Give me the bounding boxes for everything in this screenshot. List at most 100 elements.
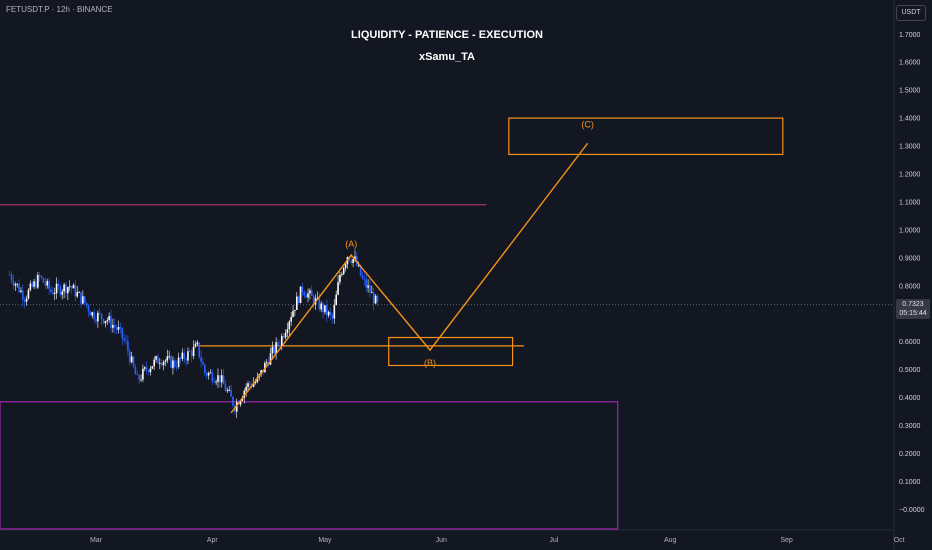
candle-body <box>202 361 204 365</box>
y-tick-label: 1.4000 <box>899 116 921 123</box>
candle-body <box>162 361 165 366</box>
wave-path[interactable] <box>230 142 589 414</box>
candle-body <box>292 310 294 318</box>
candle-body <box>277 342 279 346</box>
candle-body <box>329 311 332 315</box>
candle-body <box>333 305 336 319</box>
currency-button[interactable]: USDT <box>896 5 926 21</box>
zone-demand[interactable] <box>0 401 619 530</box>
candle-body <box>59 286 62 295</box>
candle-body <box>97 312 99 322</box>
x-tick-label: Mar <box>90 537 103 544</box>
candle-body <box>190 351 193 356</box>
y-tick-label: 0.2000 <box>899 451 921 458</box>
candle-body <box>211 372 214 382</box>
candle-body <box>115 327 118 330</box>
candle-body <box>157 356 159 364</box>
y-tick-label: 1.7000 <box>899 32 921 39</box>
candle-body <box>175 366 178 368</box>
candle-body <box>40 276 43 278</box>
y-tick-label: 0.9000 <box>899 255 921 262</box>
candle-body <box>196 342 199 345</box>
candle-body <box>354 256 356 260</box>
candle-body <box>213 381 216 383</box>
candle-body <box>82 296 84 304</box>
candle-body <box>273 347 276 354</box>
candle-body <box>33 281 35 287</box>
candle-body <box>359 265 362 276</box>
x-tick-label: Sep <box>780 537 793 544</box>
candle-body <box>187 351 189 361</box>
candle-body <box>153 359 155 367</box>
candle-body <box>295 296 298 310</box>
candle-body <box>91 312 94 316</box>
candle-body <box>177 357 180 367</box>
candle-body <box>130 356 133 363</box>
candle-body <box>369 285 371 293</box>
candle-body <box>181 352 184 359</box>
y-tick-label: 1.1000 <box>899 199 921 206</box>
candle-body <box>142 368 144 380</box>
candle-body <box>57 283 60 287</box>
candle-body <box>286 329 289 333</box>
candle-body <box>200 356 202 362</box>
candle-body <box>179 357 182 359</box>
zone-b-entry[interactable] <box>388 336 514 367</box>
candle-body <box>145 367 148 371</box>
candle-body <box>108 316 110 321</box>
candle-body <box>38 275 41 277</box>
candle-body <box>205 372 208 376</box>
candle-body <box>279 345 281 347</box>
y-tick-label: 0.6000 <box>899 339 921 346</box>
candle-body <box>224 384 227 391</box>
symbol-label: FETUSDT.P · 12h · BINANCE <box>6 5 113 14</box>
candle-body <box>140 379 142 381</box>
candle-body <box>174 360 176 367</box>
candle-body <box>284 332 287 338</box>
candle-body <box>209 372 212 374</box>
candle-body <box>299 286 302 304</box>
candle-body <box>322 303 324 313</box>
bar-countdown: 05:15:44 <box>899 310 927 317</box>
candle-body <box>147 370 150 373</box>
candle-body <box>136 374 139 376</box>
candle-body <box>37 275 39 288</box>
candle-body <box>20 290 22 292</box>
candle-body <box>29 283 32 290</box>
candle-body <box>222 375 225 385</box>
candle-body <box>275 342 277 354</box>
candle-body <box>217 375 219 382</box>
candle-body <box>324 305 326 313</box>
candle-body <box>374 295 377 304</box>
candle-body <box>226 390 229 392</box>
y-tick-label: 1.5000 <box>899 88 921 95</box>
candle-body <box>46 281 49 286</box>
candle-body <box>320 303 322 310</box>
wave-label: (C) <box>581 119 594 129</box>
candle-body <box>134 366 137 375</box>
candle-body <box>342 268 345 275</box>
candle-body <box>309 290 311 294</box>
candle-body <box>348 257 351 261</box>
candle-body <box>232 396 234 406</box>
candle-body <box>35 281 37 288</box>
candle-body <box>53 293 56 295</box>
candle-body <box>31 283 33 287</box>
candle-body <box>23 299 26 302</box>
candle-body <box>290 317 292 322</box>
candle-body <box>93 312 95 320</box>
candle-body <box>132 356 135 367</box>
candle-body <box>138 375 140 380</box>
candle-body <box>80 292 82 304</box>
candle-body <box>265 362 268 364</box>
candle-body <box>104 321 107 324</box>
zone-c-target[interactable] <box>508 117 784 156</box>
candle-body <box>22 290 24 300</box>
candle-body <box>352 259 354 263</box>
candle-body <box>280 335 283 346</box>
candle-body <box>243 390 246 398</box>
x-tick-label: Aug <box>664 537 677 544</box>
candle-body <box>98 312 101 314</box>
candle-body <box>305 295 307 298</box>
